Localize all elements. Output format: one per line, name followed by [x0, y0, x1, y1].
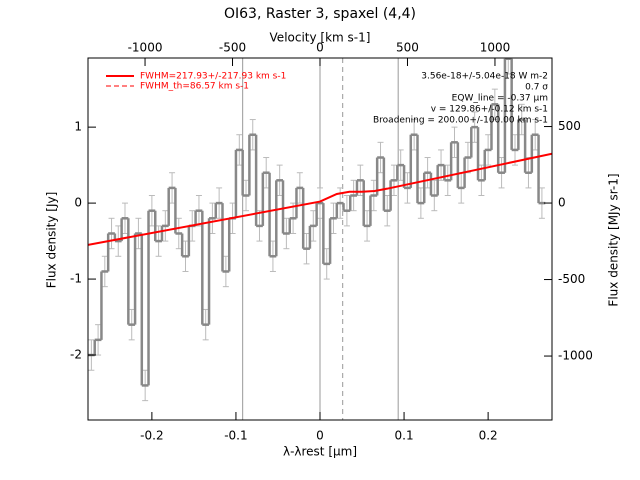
x-tick-label: 0 — [316, 429, 324, 443]
x2-axis-label: Velocity [km s-1] — [270, 31, 371, 45]
y-tick-label: 1 — [74, 120, 82, 134]
fit-line — [88, 152, 552, 246]
annotation: 3.56e-18+/-5.04e-18 W m-2 — [421, 72, 548, 82]
legend-label: FWHM_th=86.57 km s-1 — [140, 82, 249, 92]
x-axis-label: λ-λrest [μm] — [283, 445, 357, 459]
annotation: 0.7 σ — [525, 83, 548, 93]
y-tick-label: -1 — [70, 272, 82, 286]
chart-title: OI63, Raster 3, spaxel (4,4) — [224, 6, 416, 22]
y2-tick-label: -1000 — [558, 349, 593, 363]
x-tick-label: -0.2 — [140, 429, 163, 443]
x2-tick-label: 1000 — [480, 41, 511, 55]
y2-tick-label: -500 — [558, 272, 585, 286]
x2-tick-label: -1000 — [128, 41, 163, 55]
annotation: Broadening = 200.00+/-100.00 km s-1 — [373, 116, 548, 126]
spectrum — [88, 58, 546, 402]
annotation: v = 129.86+/-0.12 km s-1 — [431, 105, 548, 115]
legend-label: FWHM=217.93+/-217.93 km s-1 — [140, 72, 286, 82]
y2-tick-label: 0 — [558, 196, 566, 210]
x-tick-label: -0.1 — [224, 429, 247, 443]
x2-tick-label: 0 — [316, 41, 324, 55]
y-tick-label: -2 — [70, 348, 82, 362]
y2-axis-label: Flux density [MJy sr-1] — [607, 173, 621, 306]
y-tick-label: 0 — [74, 196, 82, 210]
x2-tick-label: -500 — [219, 41, 246, 55]
y-axis-label: Flux density [Jy] — [45, 192, 59, 289]
x-tick-label: 0.1 — [395, 429, 414, 443]
x-tick-label: 0.2 — [479, 429, 498, 443]
x2-tick-label: 500 — [396, 41, 419, 55]
annotation: EQW_line = -0.37 μm — [452, 94, 548, 104]
y2-tick-label: 500 — [558, 119, 581, 133]
